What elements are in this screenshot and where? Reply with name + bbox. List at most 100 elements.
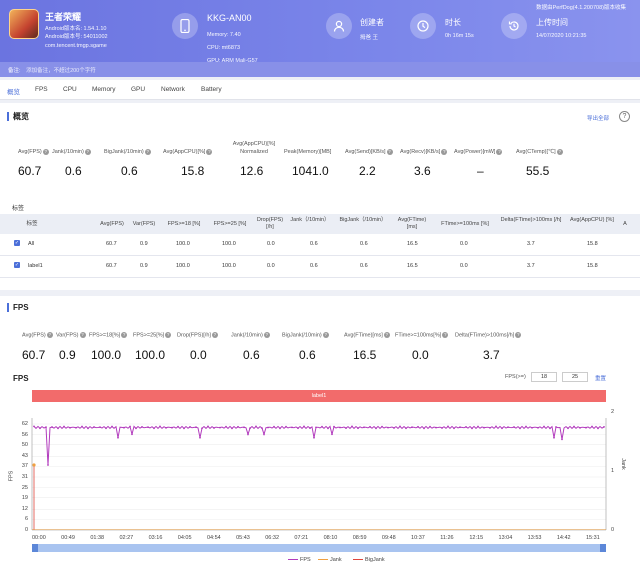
fps-point bbox=[249, 427, 251, 430]
tab-memory[interactable]: Memory bbox=[92, 86, 116, 93]
th-tag: 标签 bbox=[26, 221, 38, 227]
fps-stat-value: 60.7 bbox=[22, 348, 46, 362]
fps-point bbox=[331, 433, 333, 436]
fps-point bbox=[405, 427, 407, 430]
fps-stat-label: Var(FPS)? bbox=[56, 332, 86, 339]
fps-point bbox=[243, 426, 245, 429]
stat-label: Jank(/10min)? bbox=[52, 148, 91, 155]
device-memory: Memory: 7.40 bbox=[207, 32, 241, 38]
fps-point bbox=[263, 433, 265, 436]
fps-point bbox=[47, 464, 49, 466]
scroll-handle-left[interactable] bbox=[32, 544, 38, 552]
fps-point bbox=[357, 427, 359, 430]
legend-fps[interactable]: FPS bbox=[288, 557, 311, 563]
tab-overview[interactable]: 概览 bbox=[7, 89, 20, 96]
note-bar[interactable]: 备注: 添加备注，不超过200个字符 bbox=[0, 62, 640, 77]
device-cpu: CPU: mt6873 bbox=[207, 45, 241, 51]
reset-button[interactable]: 重置 bbox=[595, 376, 607, 382]
fps-point bbox=[345, 427, 347, 429]
fps-stat-label: BigJank(/10min)? bbox=[282, 332, 329, 339]
tab-fps[interactable]: FPS bbox=[35, 86, 48, 93]
fps-point bbox=[525, 425, 527, 428]
legend-jank[interactable]: Jank bbox=[318, 557, 342, 563]
fps-threshold-input-2[interactable]: 25 bbox=[562, 372, 588, 382]
fps-point bbox=[417, 425, 419, 428]
fps-threshold-input-1[interactable]: 18 bbox=[531, 372, 557, 382]
stat-value: 2.2 bbox=[359, 164, 376, 178]
tab-battery[interactable]: Battery bbox=[201, 86, 222, 93]
th-more: A bbox=[623, 221, 627, 227]
y-tick: 6 bbox=[24, 516, 28, 522]
upload-value: 14/07/2020 10:21:35 bbox=[536, 33, 587, 39]
fps-point bbox=[339, 426, 341, 429]
export-all-link[interactable]: 导出全部 bbox=[586, 116, 609, 122]
fps-point bbox=[51, 426, 53, 428]
label-bar[interactable]: label1 bbox=[32, 390, 606, 402]
report-header: 王者荣耀 Android版本名: 1.54.1.10 Android版本号: 5… bbox=[0, 0, 640, 64]
fps-point bbox=[247, 433, 249, 436]
y-tick: 50 bbox=[21, 442, 28, 448]
stat-label: Avg(FPS)? bbox=[18, 148, 49, 155]
fps-point bbox=[309, 427, 311, 429]
fps-point bbox=[93, 426, 95, 428]
cell: 16.5 bbox=[407, 241, 418, 247]
fps-point bbox=[327, 427, 329, 430]
tab-cpu[interactable]: CPU bbox=[63, 86, 77, 93]
fps-stat-value: 0.0 bbox=[190, 348, 207, 362]
note-input[interactable]: 添加备注，不超过200个字符 bbox=[26, 68, 96, 74]
x-tick: 05:43 bbox=[236, 535, 250, 541]
tab-gpu[interactable]: GPU bbox=[131, 86, 146, 93]
cell: 0.0 bbox=[460, 263, 468, 269]
fps-point bbox=[549, 427, 551, 430]
x-tick: 09:48 bbox=[381, 535, 396, 541]
tab-bar: 概览 FPS CPU Memory GPU Network Battery bbox=[0, 80, 640, 100]
cell: 60.7 bbox=[106, 241, 117, 247]
stat-value: 0.6 bbox=[121, 164, 138, 178]
fps-title: FPS bbox=[7, 303, 29, 312]
fps-point bbox=[553, 436, 555, 439]
th-avg-fps: Avg(FPS) bbox=[100, 221, 124, 227]
zoom-scrollbar[interactable] bbox=[32, 544, 606, 552]
y2-tick: 1 bbox=[611, 468, 615, 474]
tag-name: label1 bbox=[28, 263, 43, 269]
fps-point bbox=[171, 426, 173, 429]
duration-label: 时长 bbox=[445, 18, 461, 27]
tab-network[interactable]: Network bbox=[161, 86, 185, 93]
stat-label: Avg(AppCPU)[%]? bbox=[163, 148, 213, 155]
help-icon[interactable]: ? bbox=[619, 111, 630, 122]
x-tick: 11:26 bbox=[440, 535, 454, 541]
fps-stat-label: FTime>=100ms[%]? bbox=[395, 332, 449, 339]
fps-point bbox=[81, 425, 83, 428]
fps-point bbox=[441, 427, 443, 429]
row-checkbox[interactable]: ✓ bbox=[14, 240, 20, 246]
row-checkbox[interactable]: ✓ bbox=[14, 262, 20, 268]
fps-point bbox=[131, 433, 133, 436]
stat-value: 60.7 bbox=[18, 164, 42, 178]
fps-point bbox=[291, 426, 293, 429]
x-tick: 08:59 bbox=[352, 535, 367, 541]
fps-chart[interactable] bbox=[0, 405, 640, 537]
fps-point bbox=[69, 426, 71, 429]
th-delta-ftime: Delta(FTime)>100ms [/h] bbox=[500, 217, 562, 223]
fps-point bbox=[507, 426, 509, 428]
scroll-handle-right[interactable] bbox=[600, 544, 606, 552]
fps-point bbox=[297, 427, 299, 430]
cell: 0.0 bbox=[460, 241, 468, 247]
fps-card bbox=[0, 296, 640, 569]
row-divider bbox=[0, 277, 640, 278]
fps-point bbox=[411, 426, 413, 429]
fps-point bbox=[57, 427, 59, 430]
fps-point bbox=[105, 427, 107, 430]
fps-stat-value: 100.0 bbox=[91, 348, 122, 362]
cell: 0.6 bbox=[360, 263, 368, 269]
cell: 0.0 bbox=[267, 263, 275, 269]
y2-tick: 2 bbox=[611, 409, 615, 415]
legend-bigjank[interactable]: BigJank bbox=[353, 557, 385, 563]
fps-stat-value: 0.6 bbox=[299, 348, 316, 362]
fps-point bbox=[519, 427, 521, 430]
duration-value: 0h 16m 15s bbox=[445, 33, 474, 39]
stat-value: 12.6 bbox=[240, 164, 264, 178]
fps-point bbox=[189, 426, 191, 428]
stat-label: BigJank(/10min)? bbox=[104, 148, 151, 155]
fps-point bbox=[321, 425, 323, 428]
